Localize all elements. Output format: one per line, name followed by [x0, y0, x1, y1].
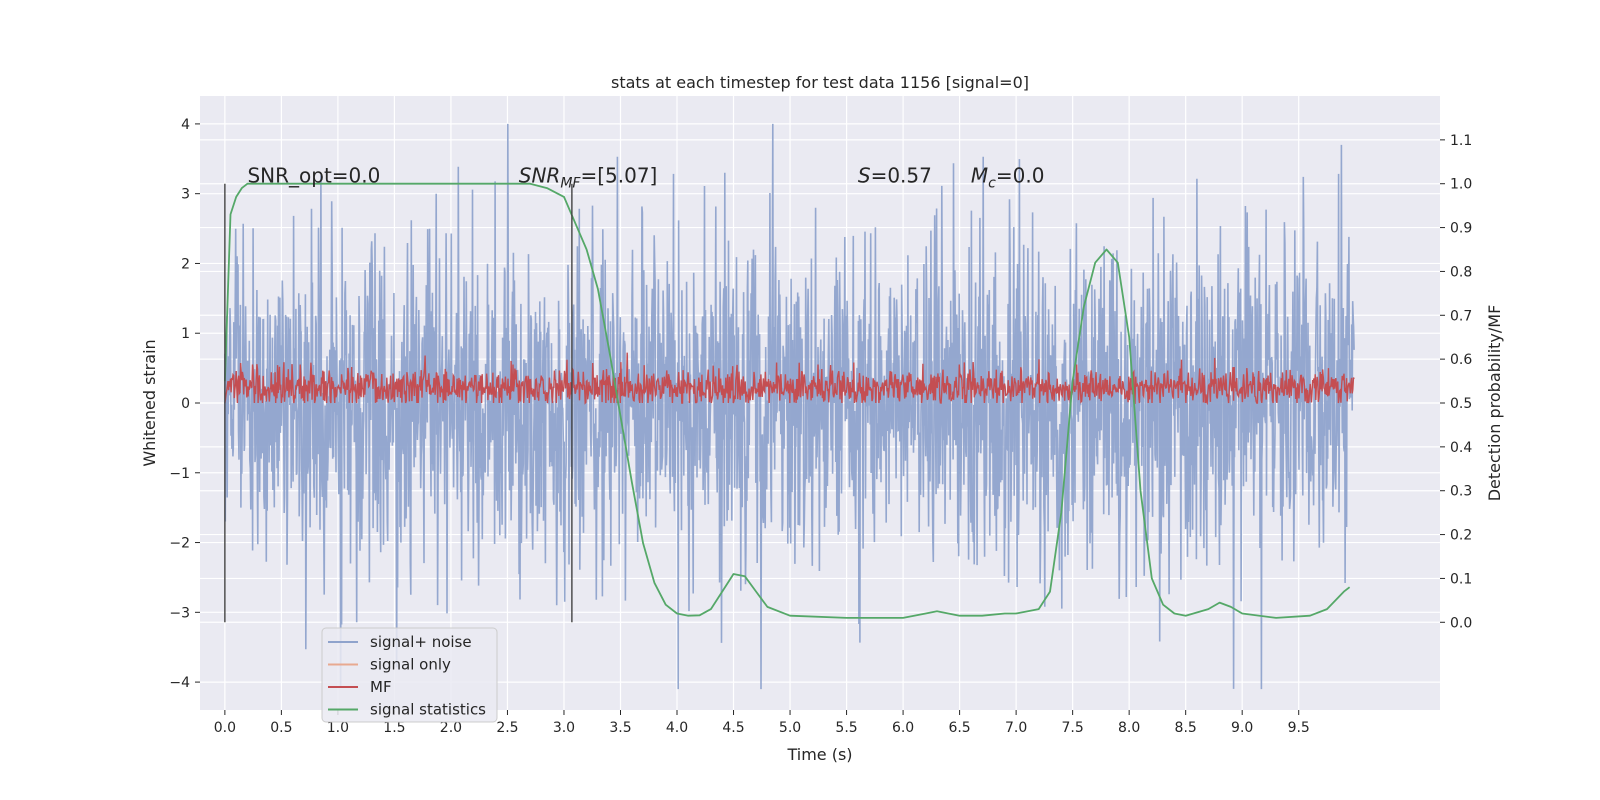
y-tick-label-0: 4	[181, 117, 190, 133]
legend-entry-3: signal statistics	[370, 701, 486, 719]
x-axis-ticks: 0.0 0.5 1.0 1.5 2.0 2.5 3.0 3.5 4.0 4.5 5.0 5.5 6.0 6…	[214, 710, 1310, 736]
y-tick-label-8: −4	[169, 675, 190, 691]
x-tick-label-11: 5.5	[835, 720, 857, 736]
x-tick-label-3: 1.5	[383, 720, 405, 736]
y-tick-label-6: −2	[169, 536, 190, 552]
y-tick-label-1: 3	[181, 187, 190, 203]
x-tick-label-13: 6.5	[948, 720, 970, 736]
annotation-0: SNR_opt=0.0	[247, 164, 380, 188]
signal-statistics-line	[224, 182, 1351, 619]
y2-tick-label-2: 0.9	[1450, 221, 1472, 237]
y2-tick-label-6: 0.5	[1450, 396, 1472, 412]
x-tick-label-5: 2.5	[496, 720, 518, 736]
signal-noise-series	[224, 123, 1355, 690]
x-tick-label-4: 2.0	[440, 720, 462, 736]
y2-tick-label-7: 0.4	[1450, 440, 1472, 456]
x-tick-label-6: 3.0	[553, 720, 575, 736]
x-tick-label-12: 6.0	[892, 720, 914, 736]
y-tick-label-7: −3	[169, 605, 190, 621]
mf-line	[224, 352, 1355, 406]
legend-entry-1: signal only	[370, 656, 451, 674]
signal-noise-line	[224, 123, 1355, 690]
y2-tick-label-1: 1.0	[1450, 177, 1472, 193]
legend: signal+ noise signal only MF signal statist…	[321, 627, 498, 723]
x-tick-label-18: 9.0	[1231, 720, 1253, 736]
legend-entry-0: signal+ noise	[370, 633, 472, 651]
annotations: SNR_opt=0.0 SNRMF=[5.07] S=0.57 Mc=0.0	[247, 164, 1044, 192]
y-tick-label-3: 1	[181, 326, 190, 342]
mf-series	[224, 352, 1355, 406]
y-tick-label-5: −1	[169, 466, 190, 482]
y2-tick-label-8: 0.3	[1450, 484, 1472, 500]
signal-statistics-series	[224, 182, 1351, 619]
annotation-2: S=0.57	[858, 164, 932, 188]
legend-box	[321, 627, 498, 723]
y-axis-label: Whitened strain	[140, 339, 159, 466]
x-tick-label-1: 0.5	[270, 720, 292, 736]
y2-tick-label-0: 1.1	[1450, 133, 1472, 149]
y2-tick-label-10: 0.1	[1450, 571, 1472, 587]
x-tick-label-16: 8.0	[1118, 720, 1140, 736]
y2-axis-ticks: 1.1 1.0 0.9 0.8 0.7 0.6 0.5 0.4 0.3 0.2 0.1 0.0	[1440, 133, 1472, 631]
y2-tick-label-5: 0.6	[1450, 352, 1472, 368]
x-axis-label: Time (s)	[786, 745, 852, 764]
x-tick-label-8: 4.0	[666, 720, 688, 736]
y-axis-ticks: 4 3 2 1 0 −1 −2 −3 −4	[169, 117, 200, 691]
x-tick-label-10: 5.0	[779, 720, 801, 736]
y-tick-label-4: 0	[181, 396, 190, 412]
x-tick-label-19: 9.5	[1288, 720, 1310, 736]
y2-axis-label: Detection probability/MF	[1485, 305, 1504, 502]
y2-tick-label-11: 0.0	[1450, 615, 1472, 631]
y2-tick-label-4: 0.7	[1450, 308, 1472, 324]
annotation-1: SNRMF=[5.07]	[519, 164, 658, 192]
y2-tick-label-3: 0.8	[1450, 264, 1472, 280]
annotation-3: Mc=0.0	[971, 164, 1045, 192]
y2-tick-label-9: 0.2	[1450, 528, 1472, 544]
x-tick-label-0: 0.0	[214, 720, 236, 736]
vertical-markers	[224, 183, 573, 623]
x-tick-label-9: 4.5	[722, 720, 744, 736]
x-tick-label-15: 7.5	[1062, 720, 1084, 736]
y-tick-label-2: 2	[181, 256, 190, 272]
x-tick-label-7: 3.5	[609, 720, 631, 736]
x-tick-label-2: 1.0	[327, 720, 349, 736]
legend-entry-2: MF	[370, 678, 392, 696]
x-tick-label-17: 8.5	[1175, 720, 1197, 736]
x-tick-label-14: 7.0	[1005, 720, 1027, 736]
chart-title: stats at each timestep for test data 115…	[611, 73, 1029, 92]
